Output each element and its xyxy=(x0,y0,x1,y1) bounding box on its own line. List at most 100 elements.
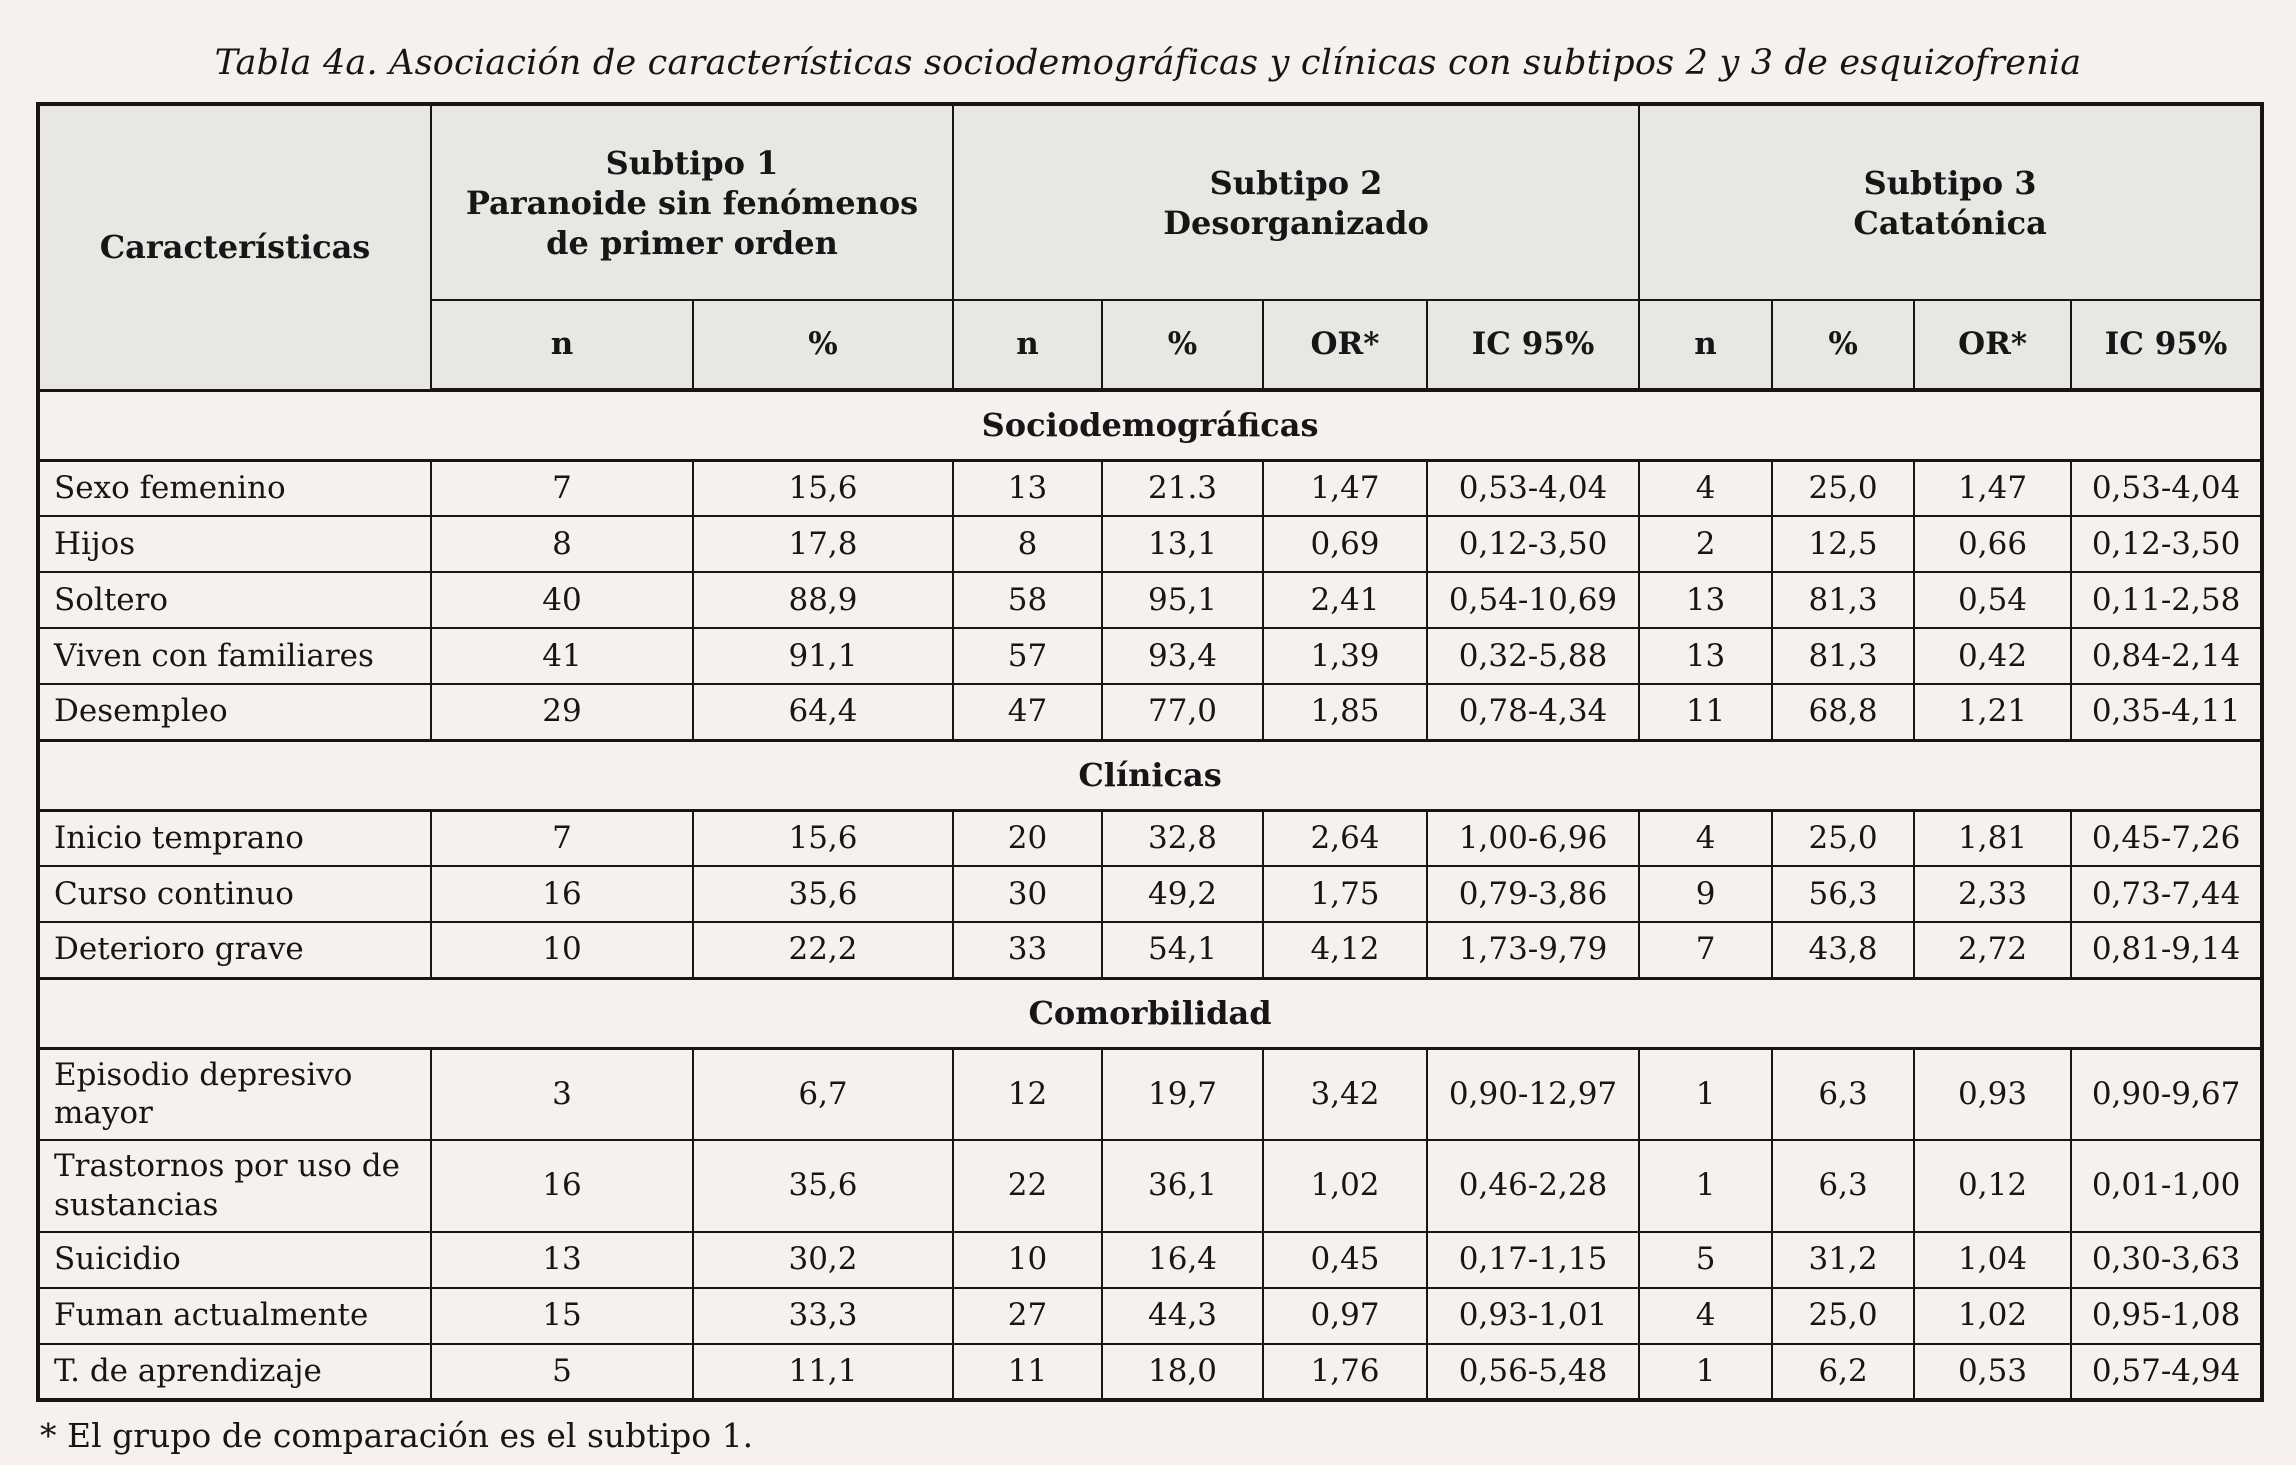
row-label: Trastornos por uso de sustancias xyxy=(37,1139,432,1233)
cell-value: 15 xyxy=(430,1286,694,1345)
cell-value: 15,6 xyxy=(691,459,955,517)
cell-value: 0,17-1,15 xyxy=(1426,1230,1641,1289)
cell-value: 1,85 xyxy=(1262,683,1429,741)
cell-value: 0,42 xyxy=(1913,627,2073,685)
cell-value: 15,6 xyxy=(691,809,955,867)
cell-value: 0,12-3,50 xyxy=(1426,515,1641,573)
cell-value: 1 xyxy=(1638,1342,1774,1401)
table-row: T. de aprendizaje 5 11,1 11 18,0 1,76 0,56-5,4… xyxy=(37,1342,2264,1401)
table-row: Sexo femenino 7 15,6 13 21.3 1,47 0,53-4,04 4 25… xyxy=(37,459,2264,517)
cell-value: 25,0 xyxy=(1771,809,1916,867)
table-row: Inicio temprano 7 15,6 20 32,8 2,64 1,00-6,96 4… xyxy=(37,809,2264,867)
cell-value: 16 xyxy=(430,1139,694,1233)
cell-value: 8 xyxy=(952,515,1104,573)
row-label: Viven con familiares xyxy=(37,627,432,685)
section-row: Comorbilidad xyxy=(36,976,2264,1050)
table-head: Características Subtipo 1 Paranoide sin … xyxy=(37,103,2264,392)
cell-value: 47 xyxy=(952,683,1104,741)
cell-value: 41 xyxy=(430,627,694,685)
cell-value: 0,54 xyxy=(1913,571,2073,629)
cell-value: 0,53 xyxy=(1913,1342,2073,1401)
cell-value: 36,1 xyxy=(1101,1139,1265,1233)
cell-value: 0,45-7,26 xyxy=(2070,809,2264,867)
cell-value: 0,56-5,48 xyxy=(1426,1342,1641,1401)
cell-value: 57 xyxy=(952,627,1104,685)
cell-value: 0,95-1,08 xyxy=(2070,1286,2264,1345)
cell-value: 5 xyxy=(1638,1230,1774,1289)
subheader-s1-pct: % xyxy=(691,299,955,392)
cell-value: 0,81-9,14 xyxy=(2070,921,2264,979)
cell-value: 5 xyxy=(430,1342,694,1401)
cell-value: 13 xyxy=(952,459,1104,517)
subheader-s3-n: n xyxy=(1638,299,1774,392)
subheader-s2-or: OR* xyxy=(1262,299,1429,392)
cell-value: 56,3 xyxy=(1771,865,1916,923)
page-title: Tabla 4a. Asociación de características … xyxy=(214,43,2082,83)
cell-value: 4 xyxy=(1638,809,1774,867)
title-wrap: Tabla 4a. Asociación de características … xyxy=(0,0,2296,102)
cell-value: 2,41 xyxy=(1262,571,1429,629)
cell-value: 7 xyxy=(1638,921,1774,979)
cell-value: 93,4 xyxy=(1101,627,1265,685)
subheader-s3-pct: % xyxy=(1771,299,1916,392)
subheader-row: n % n % OR* IC 95% n % OR* IC 95% xyxy=(38,299,2264,392)
cell-value: 0,90-12,97 xyxy=(1426,1047,1641,1141)
cell-value: 12,5 xyxy=(1771,515,1916,573)
subheader-s2-ic: IC 95% xyxy=(1426,299,1641,392)
row-label: Hijos xyxy=(37,515,432,573)
table-row: Viven con familiares 41 91,1 57 93,4 1,39 0,32… xyxy=(37,627,2264,685)
cell-value: 0,01-1,00 xyxy=(2070,1139,2264,1233)
cell-value: 21.3 xyxy=(1101,459,1265,517)
section-row: Sociodemográficas xyxy=(36,388,2264,462)
cell-value: 81,3 xyxy=(1771,571,1916,629)
group-header-subtipo-3: Subtipo 3 Catatónica xyxy=(1638,103,2264,301)
cell-value: 11,1 xyxy=(691,1342,955,1401)
cell-value: 95,1 xyxy=(1101,571,1265,629)
subheader-s1-n: n xyxy=(430,299,694,392)
cell-value: 11 xyxy=(952,1342,1104,1401)
cell-value: 25,0 xyxy=(1771,459,1916,517)
row-label: Deterioro grave xyxy=(37,921,432,979)
row-label: Sexo femenino xyxy=(37,459,432,517)
cell-value: 11 xyxy=(1638,683,1774,741)
cell-value: 12 xyxy=(952,1047,1104,1141)
table-body: Sociodemográficas Sexo femenino 7 15,6 13 21.… xyxy=(36,388,2264,1401)
cell-value: 0,73-7,44 xyxy=(2070,865,2264,923)
cell-value: 27 xyxy=(952,1286,1104,1345)
cell-value: 43,8 xyxy=(1771,921,1916,979)
cell-value: 17,8 xyxy=(691,515,955,573)
row-label: Curso continuo xyxy=(37,865,432,923)
cell-value: 68,8 xyxy=(1771,683,1916,741)
cell-value: 4,12 xyxy=(1262,921,1429,979)
data-table: Características Subtipo 1 Paranoide sin … xyxy=(36,102,2265,1402)
cell-value: 2,64 xyxy=(1262,809,1429,867)
cell-value: 13 xyxy=(430,1230,694,1289)
section-label: Comorbilidad xyxy=(36,976,2264,1050)
subheader-s3-ic: IC 95% xyxy=(2070,299,2264,392)
cell-value: 0,12 xyxy=(1913,1139,2073,1233)
table-row: Trastornos por uso de sustancias 16 35,6 22… xyxy=(37,1139,2264,1233)
row-label: Inicio temprano xyxy=(37,809,432,867)
cell-value: 7 xyxy=(430,809,694,867)
cell-value: 1,02 xyxy=(1913,1286,2073,1345)
cell-value: 6,3 xyxy=(1771,1047,1916,1141)
cell-value: 1,39 xyxy=(1262,627,1429,685)
cell-value: 35,6 xyxy=(691,1139,955,1233)
section-row: Clínicas xyxy=(36,738,2264,812)
characteristics-header: Características xyxy=(37,103,432,391)
subheader-s3-or: OR* xyxy=(1913,299,2073,392)
table-row: Episodio depresivo mayor 3 6,7 12 19,7 3,42 0,… xyxy=(37,1047,2264,1141)
table-row: Desempleo 29 64,4 47 77,0 1,85 0,78-4,34 11 68,8… xyxy=(37,683,2264,741)
cell-value: 22 xyxy=(952,1139,1104,1233)
row-label: T. de aprendizaje xyxy=(37,1342,432,1401)
cell-value: 1,81 xyxy=(1913,809,2073,867)
cell-value: 31,2 xyxy=(1771,1230,1916,1289)
cell-value: 44,3 xyxy=(1101,1286,1265,1345)
cell-value: 1 xyxy=(1638,1139,1774,1233)
row-label: Soltero xyxy=(37,571,432,629)
row-label: Episodio depresivo mayor xyxy=(37,1047,432,1141)
cell-value: 0,57-4,94 xyxy=(2070,1342,2264,1401)
cell-value: 2,72 xyxy=(1913,921,2073,979)
cell-value: 0,46-2,28 xyxy=(1426,1139,1641,1233)
cell-value: 0,12-3,50 xyxy=(2070,515,2264,573)
